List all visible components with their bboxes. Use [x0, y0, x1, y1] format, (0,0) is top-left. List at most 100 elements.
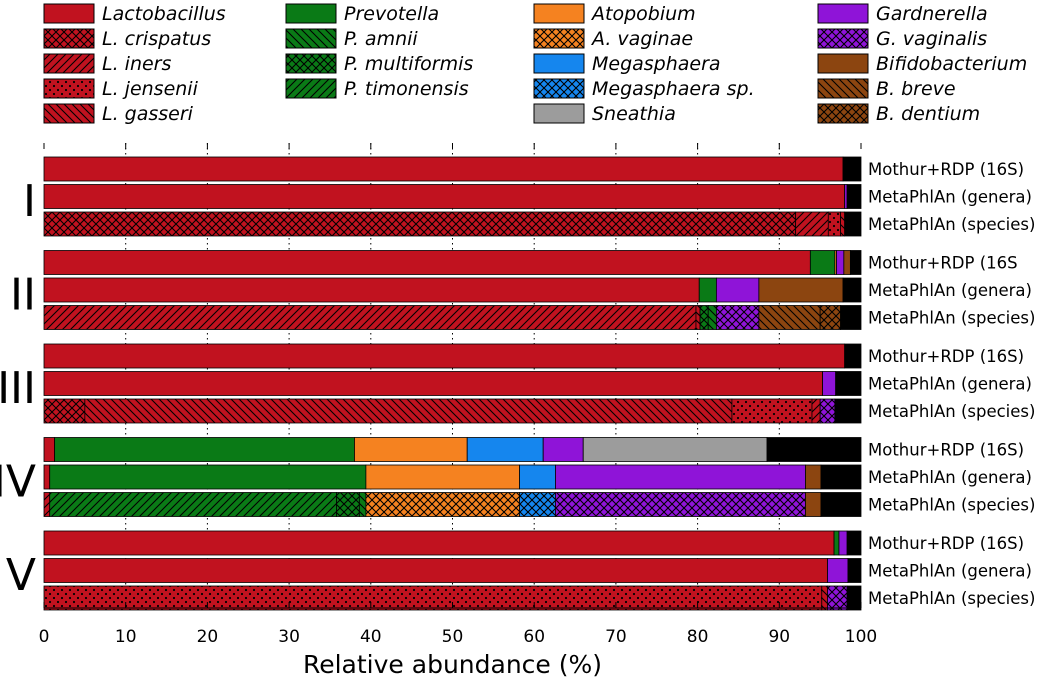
bar-segment-g-vaginalis: [827, 585, 848, 611]
legend-item-lactobacillus: Lactobacillus: [43, 3, 226, 25]
bar-segment-other: [820, 464, 862, 490]
bar-segment-other: [846, 530, 862, 556]
bar-segment-g-vaginalis: [715, 305, 760, 330]
row-labels: Mothur+RDP (16S) MetaPhlAn (genera) MetaPh…: [0, 160, 1035, 608]
bar-segment-prevotella: [54, 437, 355, 462]
legend-label: P. multiformis: [344, 53, 473, 75]
row-label: MetaPhlAn (genera): [868, 188, 1032, 207]
bar-segment-b-dentium: [819, 305, 841, 330]
tick-label: 80: [687, 627, 709, 647]
tick-label: 100: [845, 627, 877, 647]
legend-label: Megasphaera: [592, 53, 721, 75]
bar-segment-lactobacillus: [43, 558, 828, 583]
legend-swatch: [817, 103, 869, 124]
legend-label: P. amnii: [344, 28, 418, 50]
row-label: Mothur+RDP (16S): [868, 160, 1024, 179]
bar-row-v-mothur-rdp-16s: [43, 530, 862, 556]
tick-label: 20: [197, 627, 219, 647]
tick-label: 30: [278, 627, 300, 647]
row-label: Mothur+RDP (16S): [868, 441, 1024, 460]
legend-item-atopobium: Atopobium: [533, 3, 696, 25]
bar-segment-other: [844, 211, 862, 237]
legend-label: Atopobium: [590, 3, 696, 25]
legend-swatch: [285, 28, 337, 49]
legend-swatch: [533, 3, 585, 24]
legend-label: L. jensenii: [102, 78, 199, 100]
bar-segment-bifidobacterium: [805, 492, 822, 517]
tick-label: 50: [442, 627, 464, 647]
bar-segment-l-iners: [811, 398, 821, 424]
legend-swatch: [533, 103, 585, 124]
legend-swatch: [285, 53, 337, 74]
bar-row-iii-metaphlan-species: [43, 398, 862, 424]
bar-segment-lactobacillus: [43, 437, 56, 462]
bar-segment-l-iners: [795, 211, 829, 237]
tick-label: 10: [115, 627, 137, 647]
legend-label: L. gasseri: [102, 103, 194, 125]
bar-row-iii-mothur-rdp-16s: [43, 343, 862, 369]
bar-segment-lactobacillus: [43, 250, 811, 275]
legend-swatch: [43, 78, 95, 99]
bar-row-iii-metaphlan-genera: [43, 371, 862, 396]
legend-swatch: [817, 78, 869, 99]
legend-swatch: [43, 103, 95, 124]
bar-segment-other: [842, 156, 862, 182]
legend-label: Gardnerella: [876, 3, 988, 25]
bar-segment-other: [834, 398, 862, 424]
bars: [43, 156, 862, 611]
bar-row-v-metaphlan-species: [43, 585, 862, 611]
bar-segment-lactobacillus: [43, 184, 846, 209]
legend-item-p-timonensis: P. timonensis: [285, 78, 469, 100]
legend-swatch: [533, 28, 585, 49]
row-label: MetaPhlAn (species): [868, 309, 1035, 328]
bar-segment-other: [842, 277, 862, 303]
bar-segment-gardnerella: [836, 250, 845, 275]
bar-segment-other: [847, 558, 862, 583]
bar-segment-other: [846, 184, 862, 209]
row-label: MetaPhlAn (genera): [868, 562, 1032, 581]
bar-segment-other: [820, 492, 862, 517]
legend-label: Lactobacillus: [102, 3, 226, 25]
row-label: MetaPhlAn (genera): [868, 468, 1032, 487]
legend-label: L. iners: [102, 53, 171, 75]
tick-label: 90: [768, 627, 790, 647]
row-label: MetaPhlAn (species): [868, 496, 1035, 515]
bar-segment-p-amnii: [358, 492, 367, 517]
bar-row-ii-mothur-rdp-16s: [43, 250, 862, 275]
bar-segment-other: [849, 250, 862, 275]
bar-segment-atopobium: [354, 437, 468, 462]
legend-swatch: [43, 53, 95, 74]
legend-label: Bifidobacterium: [876, 53, 1027, 75]
group-label: IV: [0, 456, 36, 507]
legend-item-b-breve: B. breve: [817, 78, 956, 100]
bar-segment-l-jensenii: [731, 398, 813, 424]
bar-segment-l-crispatus: [43, 398, 86, 424]
row-label: MetaPhlAn (species): [868, 589, 1035, 608]
bar-segment-p-multiformis: [336, 492, 360, 517]
row-label: MetaPhlAn (genera): [868, 375, 1032, 394]
group-label: V: [6, 550, 36, 601]
bar-segment-l-jensenii: [827, 211, 841, 237]
bar-row-i-mothur-rdp-16s: [43, 156, 862, 182]
legend-swatch: [285, 3, 337, 24]
bar-segment-l-jensenii: [43, 585, 823, 611]
bar-segment-other: [766, 437, 862, 462]
legend-label: A. vaginae: [590, 28, 693, 50]
bar-segment-a-vaginae: [365, 492, 520, 517]
bar-segment-bifidobacterium: [843, 250, 851, 275]
bar-row-ii-metaphlan-genera: [43, 277, 862, 303]
bar-row-ii-metaphlan-species: [43, 305, 862, 330]
bar-segment-prevotella: [833, 530, 840, 556]
bar-row-i-metaphlan-species: [43, 211, 862, 237]
legend-item-b-dentium: B. dentium: [817, 103, 980, 125]
legend-label: G. vaginalis: [876, 28, 987, 50]
bar-segment-l-gasseri: [821, 585, 828, 611]
tick-label: 60: [523, 627, 545, 647]
legend-item-megasphaera: Megasphaera: [533, 53, 721, 75]
bar-segment-g-vaginalis: [819, 398, 836, 424]
bar-segment-other: [840, 305, 862, 330]
bar-segment-gardnerella: [715, 277, 760, 303]
bar-segment-prevotella: [49, 464, 367, 490]
legend-item-sneathia: Sneathia: [533, 103, 676, 125]
bar-segment-other: [844, 343, 862, 369]
